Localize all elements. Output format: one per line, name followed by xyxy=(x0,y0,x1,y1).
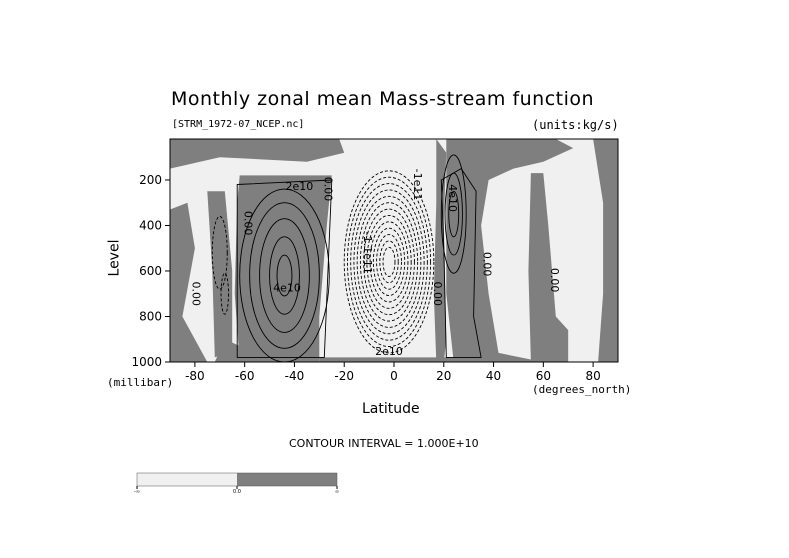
y-tick-label: 400 xyxy=(139,218,162,232)
x-axis-units: (degrees_north) xyxy=(532,383,632,396)
x-tick-label: 20 xyxy=(436,369,451,383)
x-tick-label: 40 xyxy=(486,369,501,383)
contour-interval-label: CONTOUR INTERVAL = 1.000E+10 xyxy=(289,437,479,450)
colorbar-negative xyxy=(137,473,237,486)
colorbar-positive xyxy=(237,473,337,486)
contour-label: 0.00 xyxy=(548,268,561,293)
contour-label: 0.00 xyxy=(321,177,334,202)
x-tick-label: -80 xyxy=(185,369,205,383)
chart-title: Monthly zonal mean Mass-stream function xyxy=(171,88,595,110)
contour-labels: 2e10 4e10 0.00 0.00 0.00 -1.1e11 -1e11 4e10 0.00… xyxy=(189,169,560,359)
contour-label: -1.1e11 xyxy=(361,232,374,274)
y-tick-label: 600 xyxy=(139,264,162,278)
x-tick-label: 0 xyxy=(390,369,398,383)
colorbar-label-min: -∞ xyxy=(134,489,140,495)
contour-label: 0.00 xyxy=(242,211,255,236)
contour-label: 2e10 xyxy=(375,345,403,358)
units-label: (units:kg/s) xyxy=(532,118,619,132)
colorbar-label-zero: 0.0 xyxy=(233,489,241,495)
contour-label: -1e11 xyxy=(411,169,424,201)
contour-label: 4e10 xyxy=(446,184,459,212)
x-tick-label: 80 xyxy=(585,369,600,383)
contour-fills xyxy=(170,139,618,362)
contour-lines xyxy=(211,154,482,362)
y-axis-units: (millibar) xyxy=(107,376,174,389)
x-axis-ticks: -80 -60 -40 -20 0 20 40 60 80 xyxy=(185,362,601,383)
x-tick-label: -60 xyxy=(235,369,255,383)
contour-label: 0.00 xyxy=(431,281,444,306)
y-tick-label: 1000 xyxy=(131,355,162,369)
x-tick-label: 60 xyxy=(536,369,551,383)
y-tick-label: 800 xyxy=(139,309,162,323)
x-tick-label: -20 xyxy=(334,369,354,383)
colorbar-label-max: ∞ xyxy=(335,489,339,495)
colorbar: -∞ 0.0 ∞ xyxy=(134,472,339,495)
y-tick-label: 200 xyxy=(139,173,162,187)
contour-label: 0.00 xyxy=(481,252,494,277)
x-tick-label: -40 xyxy=(285,369,305,383)
contour-label: 2e10 xyxy=(286,180,314,193)
file-label: [STRM_1972-07_NCEP.nc] xyxy=(172,119,305,130)
contour-label: 0.00 xyxy=(189,281,202,306)
contour-label: 4e10 xyxy=(273,281,301,294)
y-axis-ticks: 200 400 600 800 1000 xyxy=(131,173,170,369)
x-axis-label: Latitude xyxy=(362,401,420,417)
